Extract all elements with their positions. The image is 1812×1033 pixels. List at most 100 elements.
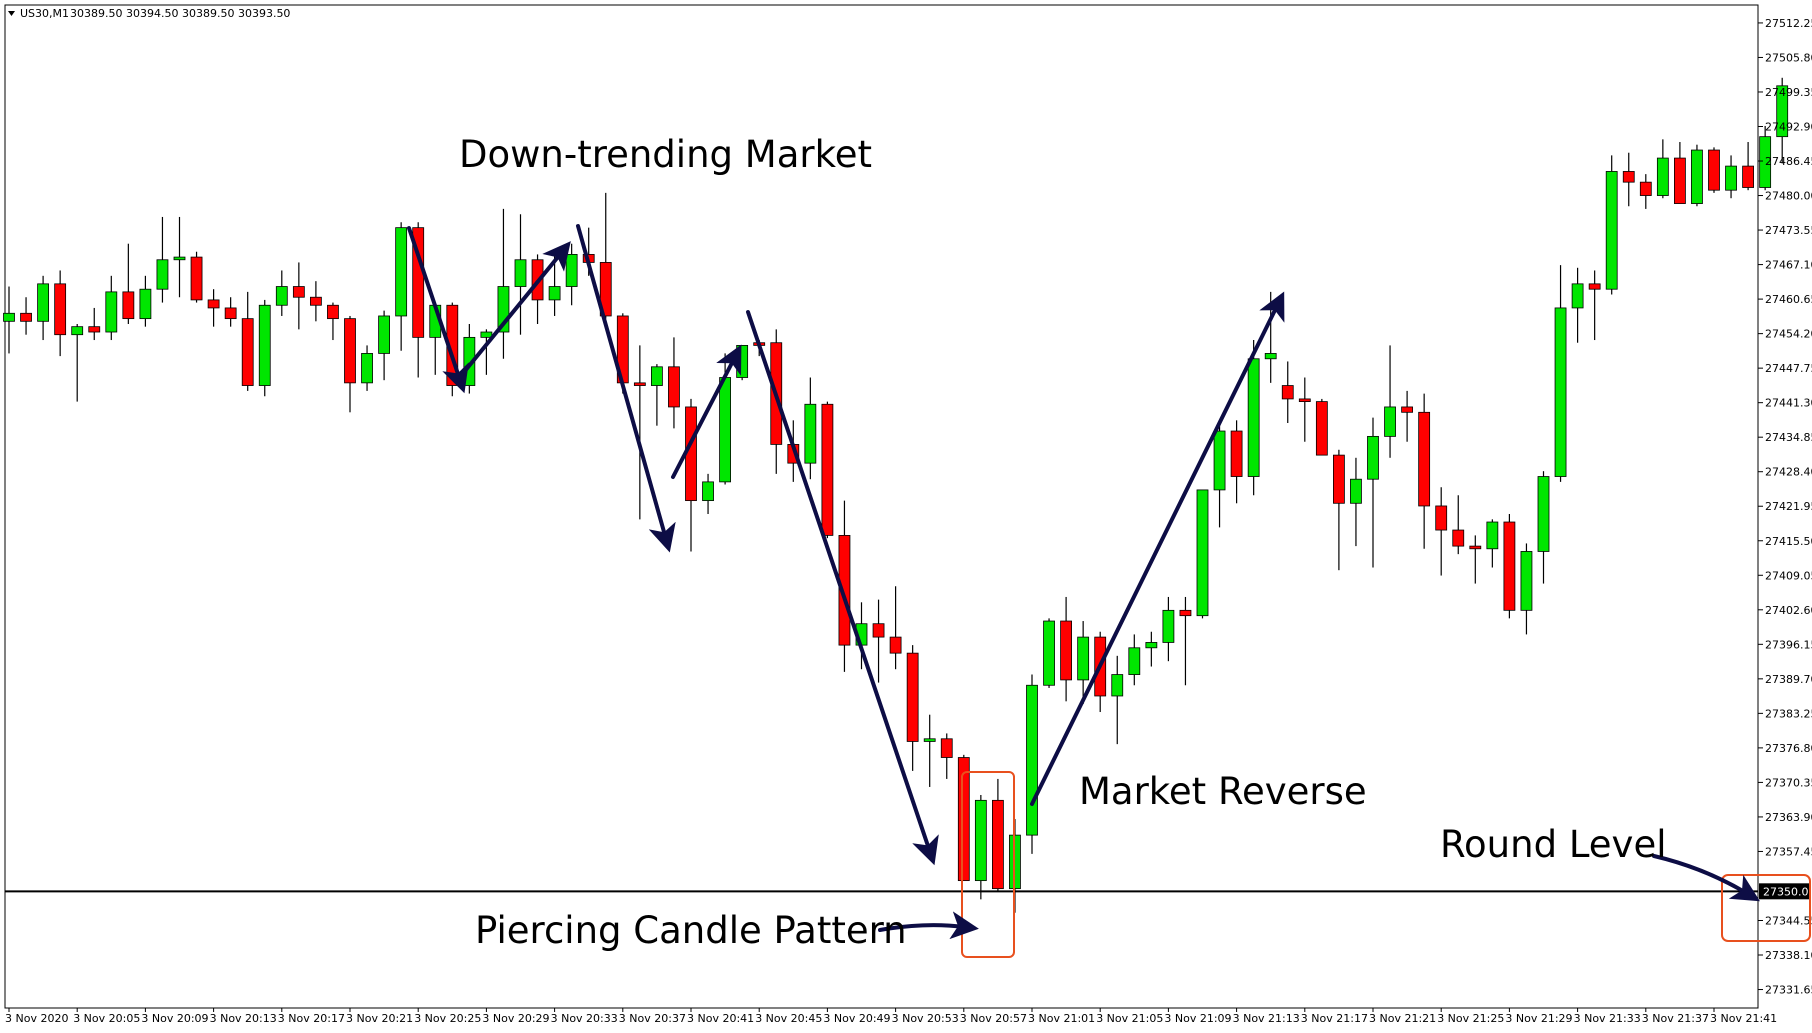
candle-bear bbox=[122, 291, 135, 320]
candle-bull bbox=[1759, 136, 1772, 188]
candle-bear bbox=[412, 227, 425, 338]
candle-bull bbox=[258, 304, 271, 386]
candle-bear bbox=[1469, 545, 1482, 550]
price-tick-label: 27331.65 bbox=[1765, 984, 1812, 997]
candle-bull bbox=[1350, 478, 1362, 504]
round-level-annotation: Round Level bbox=[1440, 823, 1667, 866]
price-tick-label: 27363.90 bbox=[1765, 811, 1812, 824]
candle-bull bbox=[378, 315, 391, 354]
candle-bear bbox=[1674, 157, 1686, 204]
downtrend-annotation: Down-trending Market bbox=[459, 133, 872, 176]
arrow-market-reverse bbox=[1030, 291, 1285, 806]
candle-bull bbox=[497, 286, 510, 333]
price-tick-label: 27512.25 bbox=[1765, 17, 1812, 30]
arrow-up-2 bbox=[671, 344, 742, 479]
arrow-round-level bbox=[1652, 854, 1760, 902]
candle-bull bbox=[1554, 307, 1567, 477]
price-tick-label: 27396.15 bbox=[1765, 638, 1812, 651]
candle-bear bbox=[906, 652, 919, 742]
ohlc-readout: 30389.50 30394.50 30389.50 30393.50 bbox=[70, 7, 290, 20]
price-tick-label: 27383.25 bbox=[1765, 707, 1812, 720]
price-tick-label: 27441.30 bbox=[1765, 397, 1812, 410]
candle-bull bbox=[275, 286, 288, 306]
time-tick-label: 3 Nov 20:45 bbox=[755, 1012, 822, 1025]
time-tick-label: 3 Nov 21:21 bbox=[1369, 1012, 1436, 1025]
time-tick-label: 3 Nov 21:25 bbox=[1437, 1012, 1504, 1025]
symbol-dropdown-icon[interactable] bbox=[8, 11, 15, 16]
candle-bull bbox=[1111, 674, 1124, 697]
round-level-price-tag bbox=[1759, 883, 1811, 900]
price-tick-label: 27421.95 bbox=[1765, 500, 1812, 513]
round-level-highlight bbox=[1721, 874, 1811, 942]
candle-bear bbox=[20, 312, 32, 322]
time-tick-label: 3 Nov 20:13 bbox=[210, 1012, 277, 1025]
time-tick-label: 3 Nov 21:29 bbox=[1505, 1012, 1572, 1025]
candle-bull bbox=[1213, 430, 1226, 491]
candle-bull bbox=[173, 256, 186, 261]
time-tick-label: 3 Nov 21:05 bbox=[1096, 1012, 1163, 1025]
candle-bear bbox=[872, 623, 885, 638]
trend-arrows bbox=[407, 224, 1760, 940]
candle-bear bbox=[344, 318, 356, 384]
candle-bull bbox=[565, 254, 578, 287]
price-tick-label: 27467.10 bbox=[1765, 259, 1812, 272]
candle-bull bbox=[923, 738, 936, 742]
arrow-down-2 bbox=[576, 224, 676, 553]
candle-bear bbox=[599, 262, 612, 317]
candle-bear bbox=[838, 535, 851, 646]
candle-bull bbox=[651, 366, 663, 386]
time-tick-label: 3 Nov 20:37 bbox=[619, 1012, 686, 1025]
candle-bull bbox=[1367, 435, 1379, 480]
piercing-pattern-highlight bbox=[961, 771, 1015, 958]
candle-bear bbox=[821, 403, 834, 536]
candle-bull bbox=[548, 286, 561, 301]
candle-bull bbox=[804, 403, 817, 464]
time-tick-label: 3 Nov 21:01 bbox=[1028, 1012, 1095, 1025]
candle-bear bbox=[889, 636, 902, 654]
candle-bear bbox=[1639, 181, 1652, 196]
candle-bull bbox=[1247, 358, 1260, 477]
candle-bull bbox=[1605, 171, 1618, 290]
candle-bear bbox=[1281, 385, 1294, 400]
candle-bear bbox=[1588, 283, 1601, 290]
time-tick-label: 3 Nov 21:13 bbox=[1233, 1012, 1300, 1025]
time-tick-label: 3 Nov 20:33 bbox=[551, 1012, 618, 1025]
time-tick-label: 3 Nov 20:29 bbox=[482, 1012, 549, 1025]
time-tick-label: 3 Nov 21:17 bbox=[1301, 1012, 1368, 1025]
price-tick-label: 27454.20 bbox=[1765, 328, 1812, 341]
candle-bull bbox=[1384, 406, 1396, 437]
candle-bull bbox=[1264, 353, 1277, 360]
price-tick-label: 27486.45 bbox=[1765, 155, 1812, 168]
candle-bear bbox=[1230, 430, 1243, 477]
candle-bull bbox=[1656, 157, 1669, 196]
time-tick-label: 3 Nov 21:33 bbox=[1574, 1012, 1641, 1025]
price-tick-label: 27415.50 bbox=[1765, 535, 1812, 548]
candle-bear bbox=[1315, 401, 1328, 456]
price-tick-label: 27473.55 bbox=[1765, 224, 1812, 237]
piercing-pattern-annotation: Piercing Candle Pattern bbox=[475, 909, 907, 952]
candle-bull bbox=[1776, 85, 1789, 138]
time-tick-label: 3 Nov 20:57 bbox=[960, 1012, 1027, 1025]
candle-bear bbox=[1418, 411, 1431, 507]
candle-bull bbox=[395, 227, 408, 317]
candle-bull bbox=[1162, 609, 1175, 643]
price-tick-label: 27480.00 bbox=[1765, 190, 1812, 203]
candle-bear bbox=[190, 256, 203, 301]
time-tick-label: 3 Nov 20:17 bbox=[278, 1012, 345, 1025]
candle-bear bbox=[309, 296, 322, 306]
candle-bear bbox=[54, 283, 67, 336]
candle-bull bbox=[1026, 684, 1038, 836]
candle-bear bbox=[1435, 505, 1448, 531]
candle-bull bbox=[702, 481, 714, 502]
time-tick-label: 3 Nov 20:21 bbox=[346, 1012, 413, 1025]
candle-bear bbox=[224, 307, 237, 320]
candle-bear bbox=[633, 382, 646, 386]
candle-bull bbox=[1691, 149, 1703, 204]
candle-bear bbox=[1179, 609, 1192, 617]
time-tick-label: 3 Nov 21:09 bbox=[1164, 1012, 1231, 1025]
arrow-down-1 bbox=[407, 226, 469, 394]
candle-bull bbox=[1145, 642, 1158, 649]
candle-bull bbox=[1128, 647, 1141, 675]
